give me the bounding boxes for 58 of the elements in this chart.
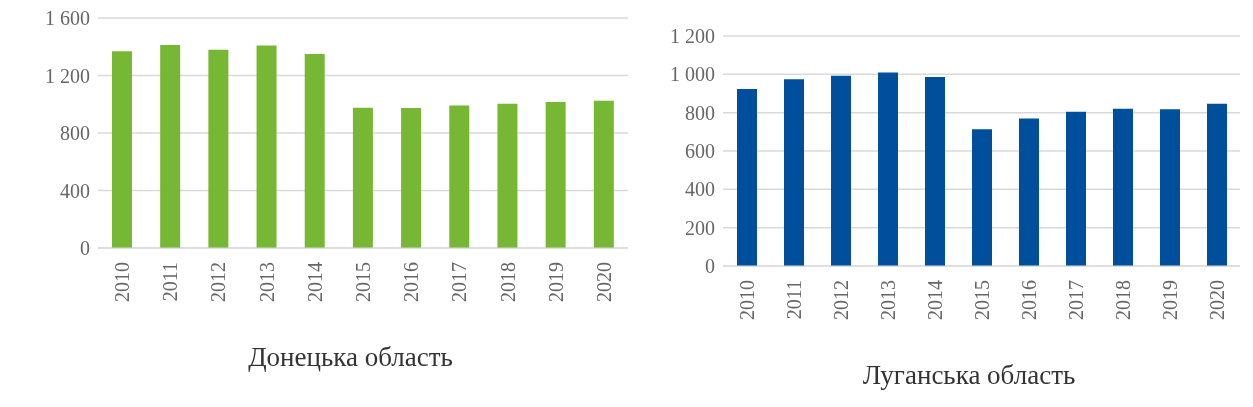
x-tick-label: 2012 (207, 262, 230, 302)
x-tick-label: 2018 (496, 262, 519, 302)
x-tick-label: 2019 (1158, 280, 1181, 320)
y-tick-label: 1 200 (45, 64, 90, 87)
bar (1019, 118, 1039, 266)
bar (1160, 109, 1180, 266)
x-tick-label: 2014 (303, 262, 326, 302)
y-tick-label: 0 (705, 255, 715, 278)
x-tick-label: 2013 (255, 262, 278, 302)
x-tick-label: 2018 (1111, 280, 1134, 320)
bar (737, 88, 757, 266)
y-tick-label: 400 (60, 179, 90, 202)
bar (497, 103, 518, 248)
text: Луганська область (861, 360, 1077, 391)
x-tick-label: 2011 (782, 280, 805, 320)
x-tick-label: 2012 (829, 280, 852, 320)
bar (1113, 108, 1133, 266)
bar (401, 107, 422, 248)
x-tick-label: 2017 (448, 262, 471, 302)
y-tick-label: 800 (60, 122, 90, 145)
x-tick-label: 2015 (352, 262, 374, 302)
bar (449, 105, 470, 248)
y-tick-label: 1 600 (45, 7, 90, 30)
bar (352, 107, 373, 248)
bar (593, 100, 614, 248)
x-tick-label: 2013 (876, 280, 899, 320)
y-tick-label: 600 (685, 140, 715, 163)
bar (208, 49, 229, 248)
x-tick-label: 2020 (1205, 280, 1228, 320)
bar (925, 77, 945, 266)
x-tick-label: 2011 (159, 262, 182, 302)
x-tick-label: 2019 (544, 262, 567, 302)
y-tick-label: 0 (80, 237, 90, 260)
bar (256, 45, 277, 248)
x-tick-label: 2014 (923, 280, 946, 320)
text: Донецька область (247, 342, 454, 373)
bar (112, 51, 132, 248)
bar (304, 53, 325, 248)
bar (160, 45, 181, 248)
x-tick-label: 2016 (1017, 280, 1040, 320)
bar (784, 79, 804, 266)
x-tick-label: 2017 (1064, 280, 1087, 320)
x-tick-label: 2016 (400, 262, 423, 302)
y-tick-label: 800 (685, 101, 715, 124)
x-tick-label: 2020 (592, 262, 615, 302)
y-tick-label: 200 (685, 216, 715, 239)
x-tick-label: 2010 (111, 262, 134, 302)
bar (1207, 103, 1227, 266)
y-tick-label: 1 200 (670, 25, 715, 48)
x-tick-label: 2015 (970, 280, 993, 320)
bar (1066, 111, 1086, 266)
y-tick-label: 1 000 (670, 63, 715, 86)
bar (545, 102, 566, 248)
x-tick-label: 2010 (735, 280, 758, 320)
bar (972, 129, 992, 266)
bar (878, 72, 898, 266)
bar (831, 75, 851, 266)
y-tick-label: 400 (685, 178, 715, 201)
